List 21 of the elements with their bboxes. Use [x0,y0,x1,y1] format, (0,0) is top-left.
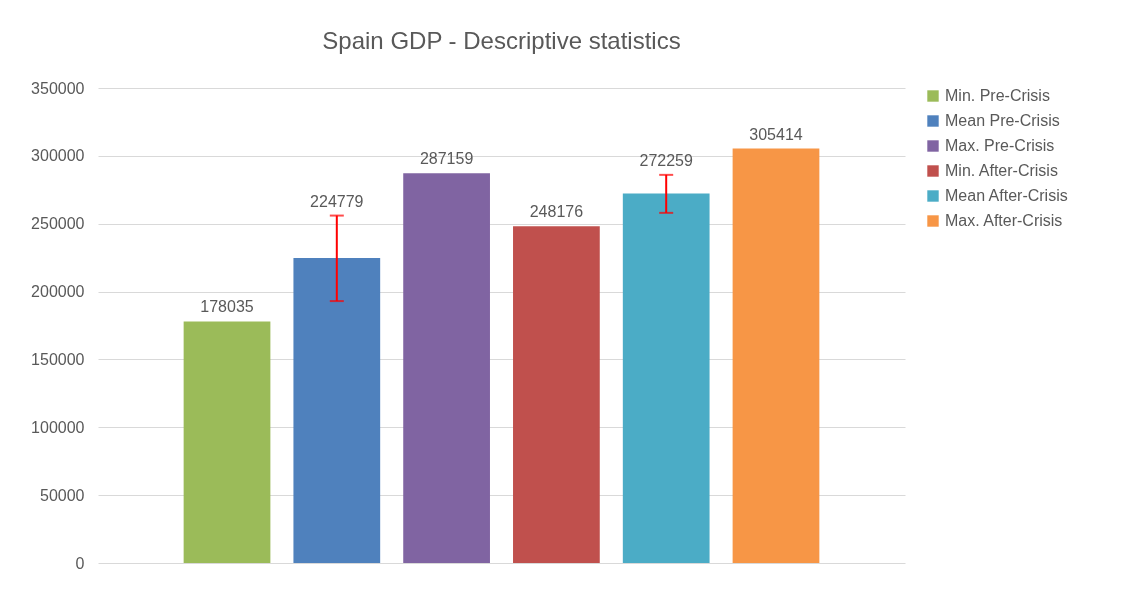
legend-label: Max. After-Crisis [945,212,1063,229]
y-tick-label: 300000 [31,147,85,165]
data-label: 224779 [310,192,364,210]
legend-label: Min. After-Crisis [945,162,1058,179]
y-tick-label: 150000 [31,350,85,368]
y-tick-label: 50000 [40,486,85,504]
legend-label: Mean Pre-Crisis [945,112,1060,129]
y-tick-label: 0 [75,554,85,572]
data-label: 272259 [639,151,693,169]
data-label: 287159 [419,150,474,168]
data-label: 178035 [200,298,254,316]
y-tick-label: 200000 [31,283,85,301]
legend-label: Max. Pre-Crisis [945,137,1055,154]
chart-title: Spain GDP - Descriptive statistics [322,27,681,54]
legend-label: Min. Pre-Crisis [945,87,1050,104]
legend-label: Mean After-Crisis [945,187,1068,204]
y-tick-label: 350000 [31,79,85,97]
data-label: 248176 [529,203,584,221]
y-tick-label: 250000 [31,215,85,233]
y-tick-label: 100000 [31,418,85,436]
data-label: 305414 [749,125,803,143]
